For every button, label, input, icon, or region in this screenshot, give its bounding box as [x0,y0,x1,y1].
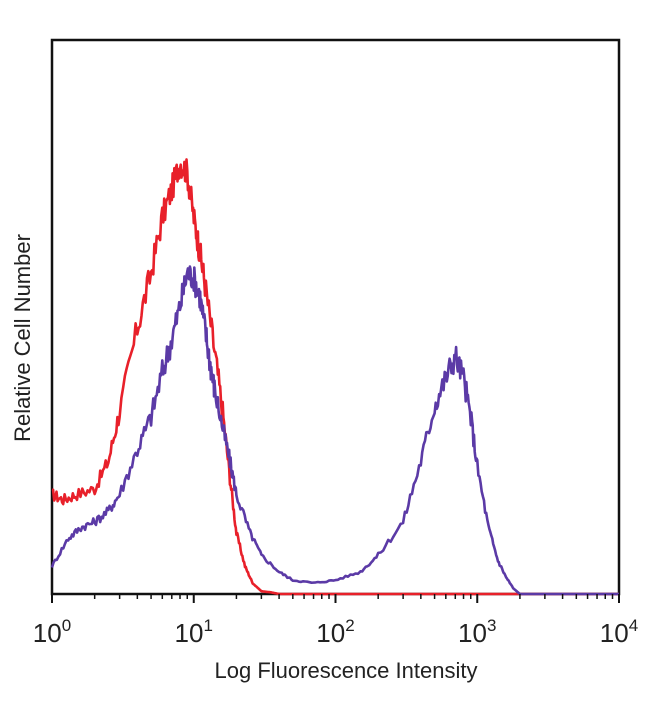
x-tick-label: 101 [175,616,213,648]
x-tick-label: 103 [458,616,496,648]
x-tick-label: 100 [33,616,71,648]
series-layer [50,158,619,596]
histogram-series-2 [50,265,619,596]
y-axis-title: Relative Cell Number [10,234,35,442]
x-tick-label: 104 [600,616,638,648]
plot-frame [50,38,621,596]
histogram-series-1 [51,158,619,596]
x-axis-title: Log Fluorescence Intensity [215,658,478,683]
x-tick-label: 102 [316,616,354,648]
x-axis-ticks: 100 101 102 103 104 [33,594,638,648]
